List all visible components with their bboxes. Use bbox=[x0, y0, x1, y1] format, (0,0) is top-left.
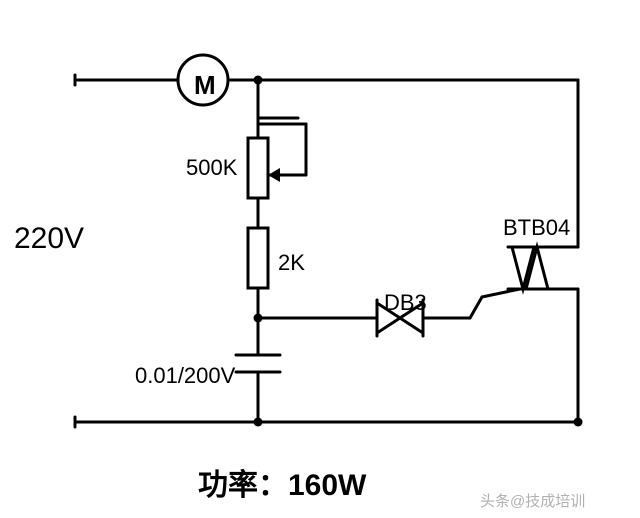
voltage-label: 220V bbox=[14, 222, 84, 256]
cap-label: 0.01/200V bbox=[135, 363, 235, 389]
watermark-label: 头条@技成培训 bbox=[480, 490, 585, 511]
resistor-label: 2K bbox=[278, 250, 305, 276]
circuit-diagram bbox=[0, 0, 640, 518]
diac-label: DB3 bbox=[384, 290, 427, 316]
pot-label: 500K bbox=[186, 155, 237, 181]
power-label: 功率：160W bbox=[198, 460, 366, 504]
motor-label: M bbox=[194, 70, 216, 101]
triac-label: BTB04 bbox=[503, 215, 570, 241]
